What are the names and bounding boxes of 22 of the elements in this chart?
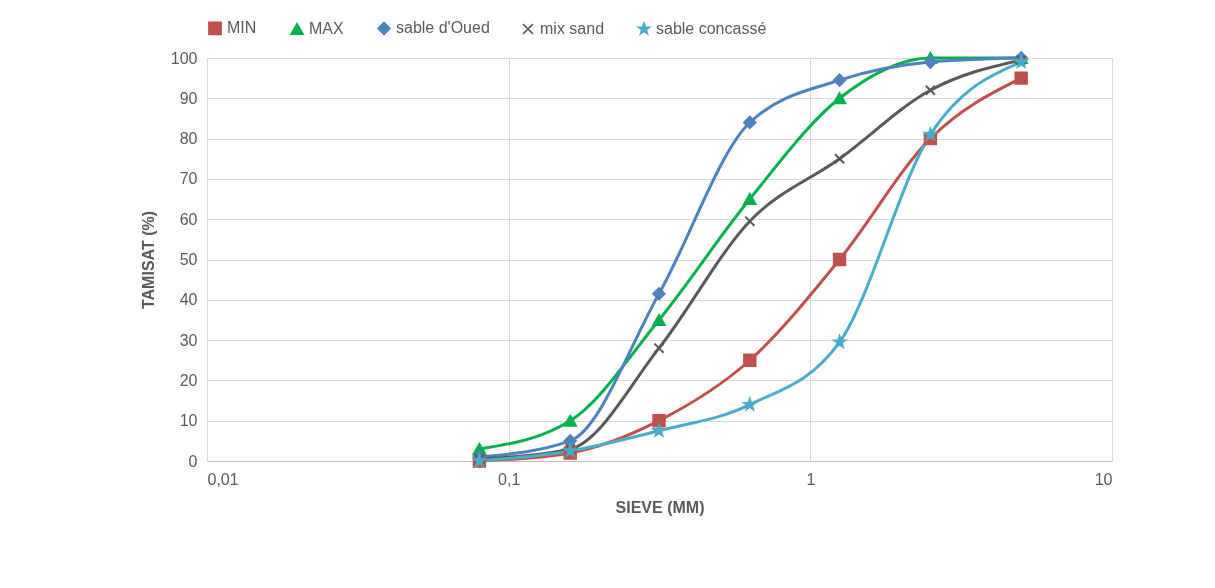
y-tick-label: 10 [179,412,198,430]
y-tick-label: 80 [179,130,198,148]
legend-label: mix sand [540,20,605,37]
legend-label: MAX [309,19,344,37]
legend-label: sable concassé [656,20,767,37]
y-tick-label: 60 [179,210,198,228]
legend-label: MIN [227,19,257,37]
x-tick-label: 0,01 [207,470,239,488]
y-tick-label: 90 [179,89,198,107]
x-tick-label: 0,1 [498,470,521,488]
x-tick-label: 1 [806,470,816,488]
y-tick-label: 0 [188,452,198,470]
y-axis-title: TAMISAT (%) [139,210,157,310]
y-tick-label: 50 [179,251,198,268]
legend-label: sable d'Oued [396,19,490,37]
x-tick-label: 10 [1094,470,1113,488]
x-axis-title: SIEVE (MM) [615,498,705,516]
y-tick-label: 20 [179,371,198,389]
y-tick-label: 30 [179,331,198,349]
y-tick-label: 70 [179,170,198,188]
y-tick-label: 100 [170,49,198,67]
y-tick-label: 40 [179,291,198,309]
